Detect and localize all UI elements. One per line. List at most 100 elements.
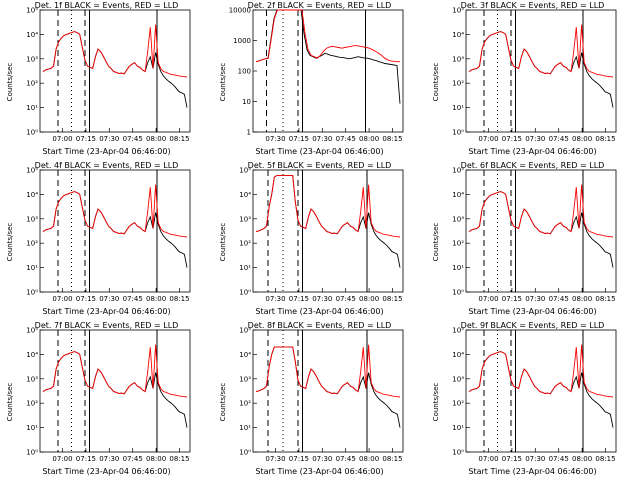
x-axis-label: Start Time (23-Apr-04 06:46:00) bbox=[468, 307, 597, 316]
x-tick-label: 07:15 bbox=[76, 295, 96, 303]
y-axis-label: Counts/sec bbox=[6, 62, 14, 102]
series-lld bbox=[42, 344, 188, 398]
panel-title: Det. 2f BLACK = Events, RED = LLD bbox=[247, 1, 392, 10]
x-tick-label: 07:30 bbox=[99, 455, 119, 463]
panel-title: Det. 9f BLACK = Events, RED = LLD bbox=[460, 321, 605, 330]
y-tick-label: 10⁵ bbox=[239, 167, 251, 175]
y-tick-label: 10¹ bbox=[26, 104, 38, 112]
x-tick-label: 08:00 bbox=[572, 295, 592, 303]
y-tick-label: 10⁵ bbox=[239, 327, 251, 335]
x-tick-label: 07:00 bbox=[52, 295, 72, 303]
plot-frame bbox=[39, 169, 191, 293]
y-axis-label: Counts/sec bbox=[6, 382, 14, 422]
x-tick-label: 08:15 bbox=[169, 455, 189, 463]
series-lld bbox=[255, 174, 401, 238]
x-tick-label: 07:45 bbox=[549, 135, 569, 143]
y-tick-label: 10⁰ bbox=[26, 129, 38, 137]
x-tick-label: 07:30 bbox=[99, 135, 119, 143]
series-lld bbox=[255, 344, 401, 398]
y-tick-label: 10³ bbox=[452, 375, 464, 383]
panel-title: Det. 7f BLACK = Events, RED = LLD bbox=[34, 321, 179, 330]
plot-frame bbox=[465, 329, 617, 453]
x-tick-label: 07:45 bbox=[123, 135, 143, 143]
x-tick-label: 07:00 bbox=[478, 135, 498, 143]
y-axis-label: Counts/sec bbox=[6, 222, 14, 262]
y-tick-label: 10⁰ bbox=[452, 289, 464, 297]
plot-frame bbox=[252, 169, 404, 293]
y-tick-label: 10² bbox=[239, 240, 251, 248]
y-axis-label: Counts/sec bbox=[432, 222, 440, 262]
x-tick-label: 07:15 bbox=[76, 455, 96, 463]
y-axis-label: Counts/sec bbox=[219, 382, 227, 422]
detector-panel: 10⁰ 10¹ 10² 10³ 10⁴ 10⁵ 07:00 07:15 07:30 07:45 08… bbox=[0, 160, 213, 320]
x-tick-label: 08:00 bbox=[146, 295, 166, 303]
x-tick-label: 07:30 bbox=[525, 295, 545, 303]
x-tick-label: 07:30 bbox=[265, 455, 285, 463]
y-tick-label: 10² bbox=[452, 80, 464, 88]
x-tick-label: 07:15 bbox=[289, 135, 309, 143]
x-tick-label: 07:00 bbox=[52, 135, 72, 143]
x-tick-label: 08:00 bbox=[146, 135, 166, 143]
y-tick-label: 10¹ bbox=[26, 264, 38, 272]
x-axis-label: Start Time (23-Apr-04 06:46:00) bbox=[42, 147, 171, 156]
x-axis-label: Start Time (23-Apr-04 06:46:00) bbox=[255, 467, 384, 476]
x-tick-label: 07:30 bbox=[312, 455, 332, 463]
plot-frame bbox=[39, 9, 191, 133]
y-tick-label: 10⁰ bbox=[239, 449, 251, 457]
series-events bbox=[42, 351, 188, 428]
x-tick-label: 07:15 bbox=[289, 455, 309, 463]
plot-frame bbox=[465, 9, 617, 133]
series-lld bbox=[468, 184, 614, 238]
detector-panel: 10⁰ 10¹ 10² 10³ 10⁴ 10⁵ 07:30 07:15 07:30 07:45 08… bbox=[213, 160, 426, 320]
x-tick-label: 08:00 bbox=[572, 455, 592, 463]
x-tick-label: 08:00 bbox=[359, 455, 379, 463]
x-tick-label: 07:15 bbox=[502, 455, 522, 463]
y-tick-label: 10⁰ bbox=[452, 129, 464, 137]
y-tick-label: 10³ bbox=[26, 55, 38, 63]
y-tick-label: 10000 bbox=[229, 7, 251, 15]
detector-panel: 10⁰ 10¹ 10² 10³ 10⁴ 10⁵ 07:00 07:15 07:30 07:45 08… bbox=[0, 0, 213, 160]
x-tick-label: 07:15 bbox=[76, 135, 96, 143]
x-tick-label: 07:00 bbox=[478, 455, 498, 463]
x-tick-label: 08:15 bbox=[169, 295, 189, 303]
series-events bbox=[468, 31, 614, 108]
series-events bbox=[255, 174, 401, 268]
y-tick-label: 10² bbox=[26, 400, 38, 408]
x-tick-label: 07:45 bbox=[336, 295, 356, 303]
series-events bbox=[255, 9, 401, 104]
y-tick-label: 10⁵ bbox=[26, 167, 38, 175]
series-events bbox=[42, 191, 188, 268]
x-tick-label: 07:30 bbox=[99, 295, 119, 303]
x-tick-label: 07:30 bbox=[312, 135, 332, 143]
y-tick-label: 10⁴ bbox=[239, 351, 251, 359]
y-tick-label: 100 bbox=[238, 68, 251, 76]
x-tick-label: 07:15 bbox=[502, 295, 522, 303]
x-axis-label: Start Time (23-Apr-04 06:46:00) bbox=[255, 147, 384, 156]
y-tick-label: 10⁵ bbox=[26, 7, 38, 15]
y-tick-label: 10¹ bbox=[239, 264, 251, 272]
x-tick-label: 07:30 bbox=[265, 135, 285, 143]
x-tick-label: 07:00 bbox=[478, 295, 498, 303]
series-events bbox=[255, 346, 401, 428]
y-tick-label: 10⁵ bbox=[452, 327, 464, 335]
x-tick-label: 08:15 bbox=[169, 135, 189, 143]
panel-title: Det. 1f BLACK = Events, RED = LLD bbox=[34, 1, 179, 10]
y-tick-label: 10³ bbox=[26, 215, 38, 223]
x-axis-label: Start Time (23-Apr-04 06:46:00) bbox=[468, 147, 597, 156]
x-tick-label: 07:30 bbox=[525, 135, 545, 143]
y-tick-label: 10⁰ bbox=[26, 289, 38, 297]
panel-title: Det. 6f BLACK = Events, RED = LLD bbox=[460, 161, 605, 170]
y-tick-label: 10¹ bbox=[239, 424, 251, 432]
y-axis-label: Counts/sec bbox=[219, 222, 227, 262]
plot-frame bbox=[252, 329, 404, 453]
x-tick-label: 07:45 bbox=[336, 455, 356, 463]
y-tick-label: 10² bbox=[26, 240, 38, 248]
y-axis-label: Counts/sec bbox=[432, 62, 440, 102]
plot-frame bbox=[252, 9, 404, 133]
